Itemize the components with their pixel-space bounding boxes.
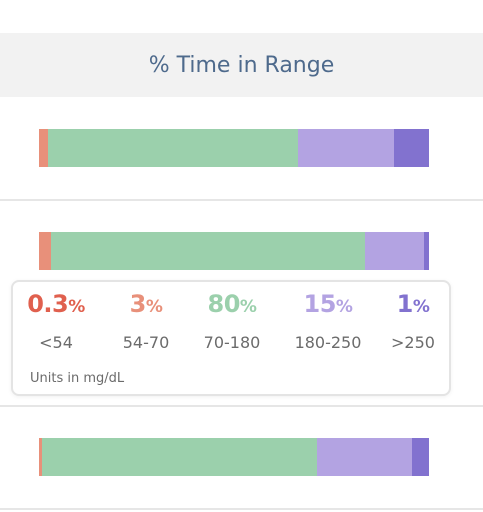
percent-value: 1%	[396, 290, 430, 318]
in-range-segment	[50, 232, 365, 270]
row-divider	[0, 405, 483, 407]
row-divider	[0, 508, 483, 510]
very-high-segment	[412, 438, 429, 476]
low-segment	[39, 438, 43, 476]
time-in-range-bar-3[interactable]	[39, 438, 429, 476]
high-segment	[297, 129, 394, 167]
range-label: 54-70	[122, 333, 170, 352]
row-divider	[0, 199, 483, 201]
tooltip-item-in-range: 80% 70-180	[187, 290, 277, 352]
tooltip-item-low: 3% 54-70	[101, 290, 191, 352]
time-in-range-bar-1[interactable]	[39, 129, 429, 167]
header-title: % Time in Range	[148, 52, 335, 78]
percent-value: 80%	[207, 290, 257, 318]
very-high-segment	[393, 129, 429, 167]
range-label: >250	[391, 333, 435, 352]
high-segment	[317, 438, 413, 476]
units-note: Units in mg/dL	[30, 371, 125, 386]
range-label: 180-250	[294, 333, 362, 352]
in-range-segment	[47, 129, 298, 167]
tooltip-item-high: 15% 180-250	[283, 290, 373, 352]
low-segment	[39, 129, 48, 167]
low-segment	[39, 232, 51, 270]
in-range-segment	[42, 438, 318, 476]
range-label: <54	[39, 333, 73, 352]
percent-value: 15%	[303, 290, 353, 318]
time-in-range-bar-2[interactable]	[39, 232, 429, 270]
very-high-segment	[424, 232, 429, 270]
range-label: 70-180	[203, 333, 261, 352]
time-in-range-header: % Time in Range	[0, 33, 483, 97]
percent-value: 3%	[129, 290, 163, 318]
tooltip-item-very-low: 0.3% <54	[11, 290, 101, 352]
range-tooltip: 0.3% <54 3% 54-70 80% 70-180 15% 180-250…	[11, 280, 451, 396]
tooltip-item-very-high: 1% >250	[368, 290, 458, 352]
high-segment	[364, 232, 425, 270]
percent-value: 0.3%	[27, 290, 85, 318]
